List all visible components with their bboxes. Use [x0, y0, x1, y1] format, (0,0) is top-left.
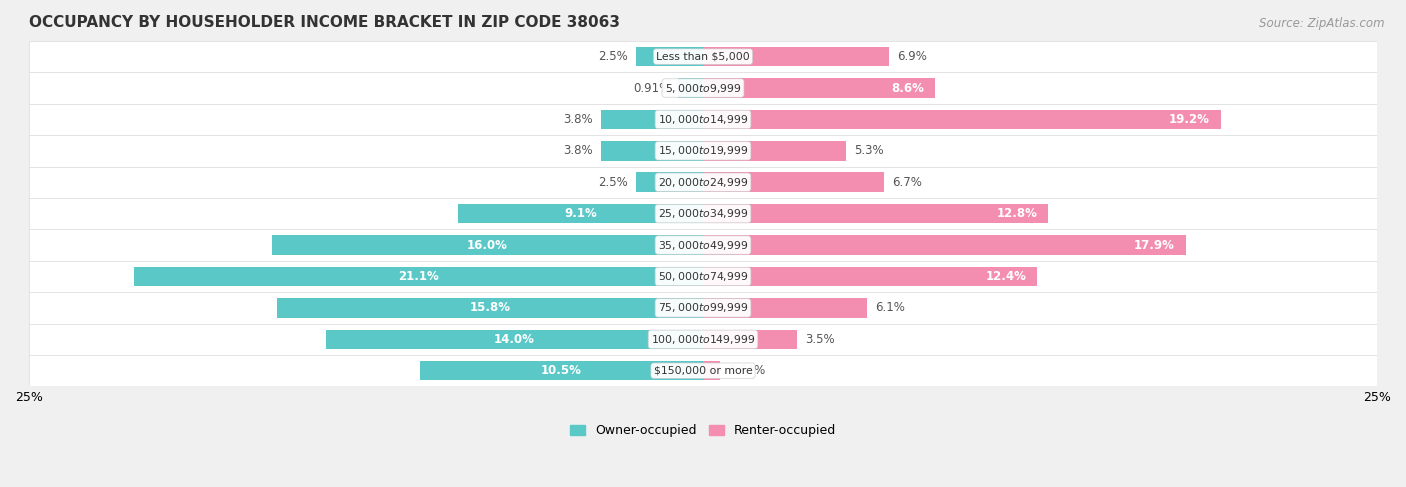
- Text: 8.6%: 8.6%: [891, 81, 924, 94]
- Bar: [703, 235, 1185, 255]
- Bar: [30, 198, 1376, 229]
- Bar: [30, 41, 1376, 72]
- Bar: [703, 78, 935, 98]
- Text: 5.3%: 5.3%: [853, 144, 883, 157]
- Bar: [30, 104, 1376, 135]
- Bar: [30, 261, 1376, 292]
- Text: 10.5%: 10.5%: [541, 364, 582, 377]
- Text: $20,000 to $24,999: $20,000 to $24,999: [658, 176, 748, 189]
- Bar: [30, 135, 1376, 167]
- Bar: [703, 141, 846, 161]
- Text: Source: ZipAtlas.com: Source: ZipAtlas.com: [1260, 17, 1385, 30]
- Text: 21.1%: 21.1%: [398, 270, 439, 283]
- Bar: [600, 141, 703, 161]
- Bar: [30, 72, 1376, 104]
- Text: 3.8%: 3.8%: [562, 113, 592, 126]
- Bar: [679, 78, 703, 98]
- Text: 3.5%: 3.5%: [806, 333, 835, 346]
- Bar: [30, 167, 1376, 198]
- Text: OCCUPANCY BY HOUSEHOLDER INCOME BRACKET IN ZIP CODE 38063: OCCUPANCY BY HOUSEHOLDER INCOME BRACKET …: [30, 15, 620, 30]
- Text: $150,000 or more: $150,000 or more: [654, 366, 752, 375]
- Bar: [420, 361, 703, 380]
- Text: 2.5%: 2.5%: [598, 50, 627, 63]
- Text: 12.4%: 12.4%: [986, 270, 1026, 283]
- Text: 3.8%: 3.8%: [562, 144, 592, 157]
- Text: $5,000 to $9,999: $5,000 to $9,999: [665, 81, 741, 94]
- Bar: [457, 204, 703, 224]
- Bar: [636, 47, 703, 66]
- Bar: [636, 172, 703, 192]
- Text: 12.8%: 12.8%: [997, 207, 1038, 220]
- Bar: [30, 292, 1376, 323]
- Text: 6.1%: 6.1%: [876, 301, 905, 315]
- Bar: [277, 298, 703, 318]
- Text: $25,000 to $34,999: $25,000 to $34,999: [658, 207, 748, 220]
- Text: 15.8%: 15.8%: [470, 301, 510, 315]
- Bar: [30, 229, 1376, 261]
- Text: $75,000 to $99,999: $75,000 to $99,999: [658, 301, 748, 315]
- Legend: Owner-occupied, Renter-occupied: Owner-occupied, Renter-occupied: [565, 419, 841, 442]
- Text: 0.64%: 0.64%: [728, 364, 766, 377]
- Bar: [703, 267, 1038, 286]
- Text: 6.9%: 6.9%: [897, 50, 927, 63]
- Text: $15,000 to $19,999: $15,000 to $19,999: [658, 144, 748, 157]
- Bar: [703, 298, 868, 318]
- Text: 17.9%: 17.9%: [1135, 239, 1175, 252]
- Text: 16.0%: 16.0%: [467, 239, 508, 252]
- Bar: [703, 361, 720, 380]
- Bar: [271, 235, 703, 255]
- Text: $50,000 to $74,999: $50,000 to $74,999: [658, 270, 748, 283]
- Bar: [30, 323, 1376, 355]
- Text: $10,000 to $14,999: $10,000 to $14,999: [658, 113, 748, 126]
- Bar: [703, 330, 797, 349]
- Bar: [703, 47, 889, 66]
- Bar: [703, 204, 1047, 224]
- Bar: [134, 267, 703, 286]
- Text: 6.7%: 6.7%: [891, 176, 921, 189]
- Bar: [30, 355, 1376, 386]
- Text: 19.2%: 19.2%: [1168, 113, 1211, 126]
- Text: 0.91%: 0.91%: [633, 81, 671, 94]
- Text: 2.5%: 2.5%: [598, 176, 627, 189]
- Text: Less than $5,000: Less than $5,000: [657, 52, 749, 61]
- Text: 9.1%: 9.1%: [564, 207, 596, 220]
- Text: 14.0%: 14.0%: [494, 333, 534, 346]
- Bar: [600, 110, 703, 129]
- Text: $35,000 to $49,999: $35,000 to $49,999: [658, 239, 748, 252]
- Text: $100,000 to $149,999: $100,000 to $149,999: [651, 333, 755, 346]
- Bar: [703, 110, 1220, 129]
- Bar: [703, 172, 883, 192]
- Bar: [326, 330, 703, 349]
